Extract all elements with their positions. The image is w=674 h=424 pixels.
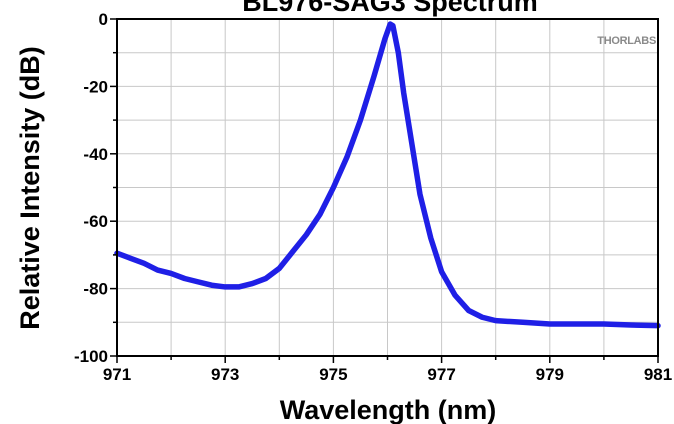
y-tick-label: 0 <box>99 10 108 29</box>
series-layer <box>114 21 661 329</box>
spectrum-line <box>114 21 661 329</box>
grid <box>117 19 658 356</box>
x-tick-label: 977 <box>427 365 455 384</box>
x-tick-label: 973 <box>211 365 239 384</box>
y-tick-label: -40 <box>83 145 108 164</box>
y-tick-label: -100 <box>74 347 108 366</box>
y-tick-label: -20 <box>83 77 108 96</box>
thorlabs-logo: THORLABS <box>597 35 656 47</box>
x-tick-label: 979 <box>536 365 564 384</box>
x-axis-label: Wavelength (nm) <box>280 395 497 424</box>
ticks: 971 973 975 977 979 981 0 -20 -40 -60 -80 -100 <box>74 10 672 384</box>
y-tick-label: -60 <box>83 212 108 231</box>
x-tick-label: 981 <box>644 365 672 384</box>
x-tick-label: 971 <box>103 365 131 384</box>
x-tick-label: 975 <box>319 365 347 384</box>
y-tick-label: -80 <box>83 280 108 299</box>
chart-title: BL976-SAG3 Spectrum <box>242 0 538 17</box>
y-axis-label: Relative Intensity (dB) <box>15 46 45 330</box>
